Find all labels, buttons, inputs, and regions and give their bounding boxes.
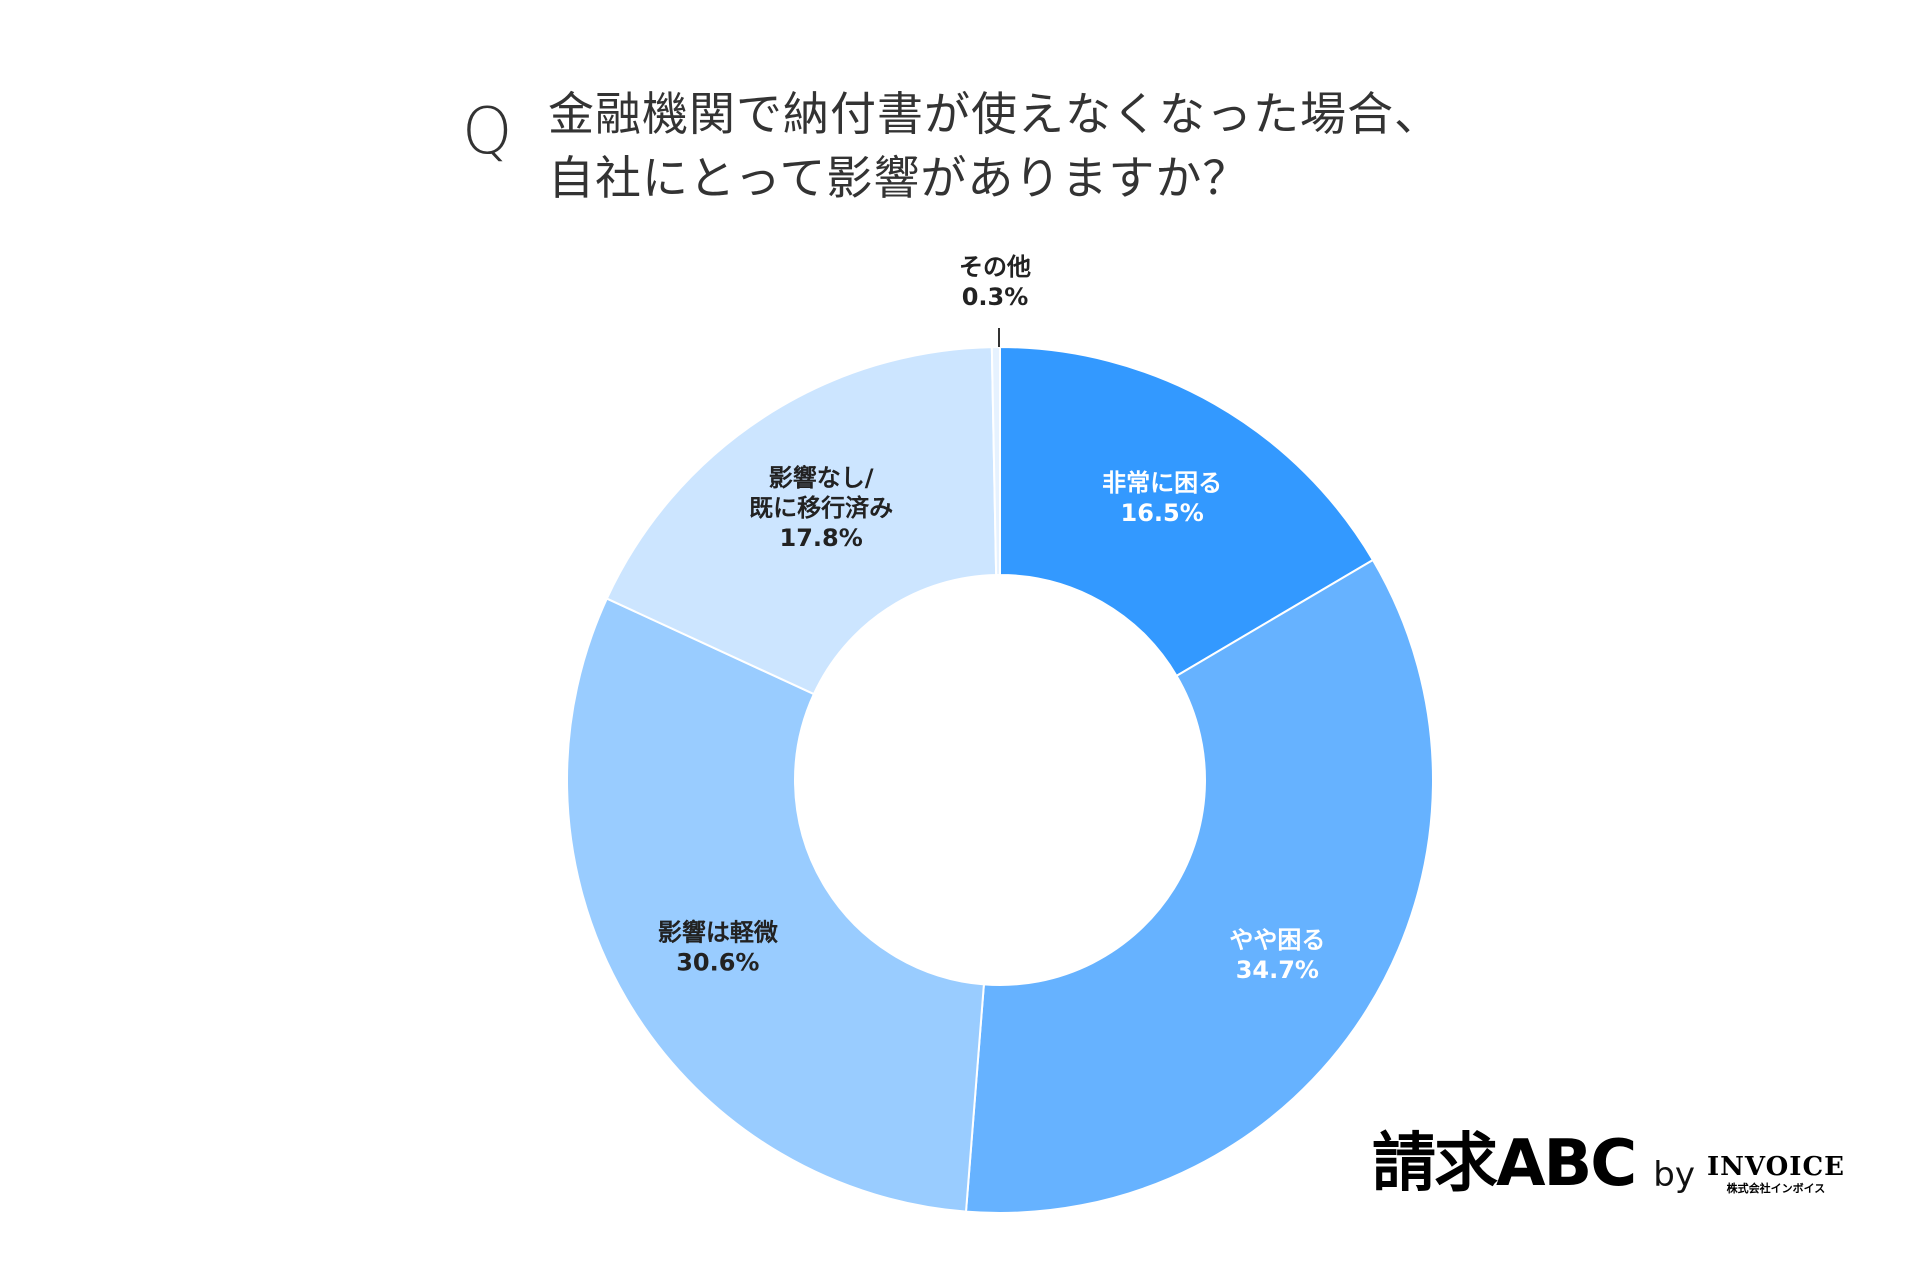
slice-category-label-3: 既に移行済み	[749, 494, 893, 522]
brand-company-sub: 株式会社インボイス	[1726, 1182, 1826, 1195]
slice-value-label-0: 16.5%	[1121, 499, 1204, 527]
slice-category-label-2: 影響は軽微	[658, 918, 778, 946]
brand-logo: 請求ABC by INVOICE 株式会社インボイス	[1372, 1132, 1845, 1196]
brand-company: INVOICE 株式会社インボイス	[1707, 1154, 1845, 1194]
slice-value-label-1: 34.7%	[1236, 956, 1319, 984]
donut-slice-4	[990, 345, 1001, 577]
brand-name: 請求ABC	[1372, 1127, 1637, 1201]
slice-value-label-3: 17.8%	[780, 524, 863, 552]
donut-slice-2	[566, 597, 985, 1213]
brand-by: by	[1653, 1155, 1695, 1195]
slice-category-label-1: やや困る	[1229, 926, 1325, 954]
donut-slice-0	[999, 345, 1375, 678]
question-mark: Q	[462, 95, 513, 169]
slice-category-label-3: 影響なし/	[769, 464, 874, 492]
chart-title-line-1: 金融機関で納付書が使えなくなった場合、	[548, 87, 1441, 141]
donut-slices	[566, 345, 1434, 1214]
brand-company-name: INVOICE	[1706, 1152, 1845, 1182]
donut-slice-1	[964, 558, 1434, 1214]
chart-title-line-2: 自社にとって影響がありますか？	[548, 151, 1250, 205]
slice-value-label-2: 30.6%	[676, 948, 759, 976]
donut-slice-3	[605, 346, 998, 696]
slice-category-label-4: その他	[959, 253, 1031, 281]
slice-value-label-4: 0.3%	[962, 283, 1029, 311]
slice-category-label-0: 非常に困る	[1102, 469, 1222, 497]
chart-title: 金融機関で納付書が使えなくなった場合、 自社にとって影響がありますか？	[548, 82, 1441, 210]
